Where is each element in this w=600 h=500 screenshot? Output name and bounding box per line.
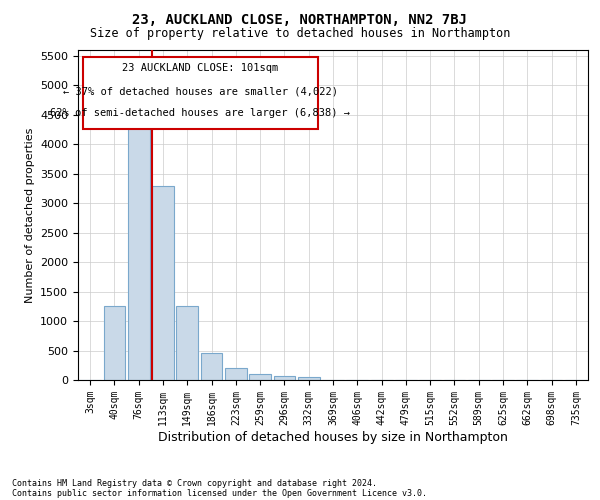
Bar (249, 374, 271, 380)
Text: Size of property relative to detached houses in Northampton: Size of property relative to detached ho… (90, 28, 510, 40)
Text: Contains HM Land Registry data © Crown copyright and database right 2024.: Contains HM Land Registry data © Crown c… (12, 478, 377, 488)
X-axis label: Distribution of detached houses by size in Northampton: Distribution of detached houses by size … (158, 430, 508, 444)
Bar (176, 306, 198, 380)
Text: 23, AUCKLAND CLOSE, NORTHAMPTON, NN2 7BJ: 23, AUCKLAND CLOSE, NORTHAMPTON, NN2 7BJ (133, 12, 467, 26)
Text: 62% of semi-detached houses are larger (6,838) →: 62% of semi-detached houses are larger (… (50, 108, 350, 118)
Text: Contains public sector information licensed under the Open Government Licence v3: Contains public sector information licen… (12, 488, 427, 498)
FancyBboxPatch shape (83, 56, 318, 129)
Bar (152, 186, 174, 380)
Bar (104, 306, 125, 380)
Bar (274, 376, 295, 380)
Bar (225, 368, 247, 380)
Text: ← 37% of detached houses are smaller (4,022): ← 37% of detached houses are smaller (4,… (63, 86, 338, 97)
Bar (200, 354, 223, 380)
Bar (128, 124, 149, 380)
Bar (298, 377, 320, 380)
Y-axis label: Number of detached properties: Number of detached properties (25, 128, 35, 302)
Text: 23 AUCKLAND CLOSE: 101sqm: 23 AUCKLAND CLOSE: 101sqm (122, 63, 278, 73)
